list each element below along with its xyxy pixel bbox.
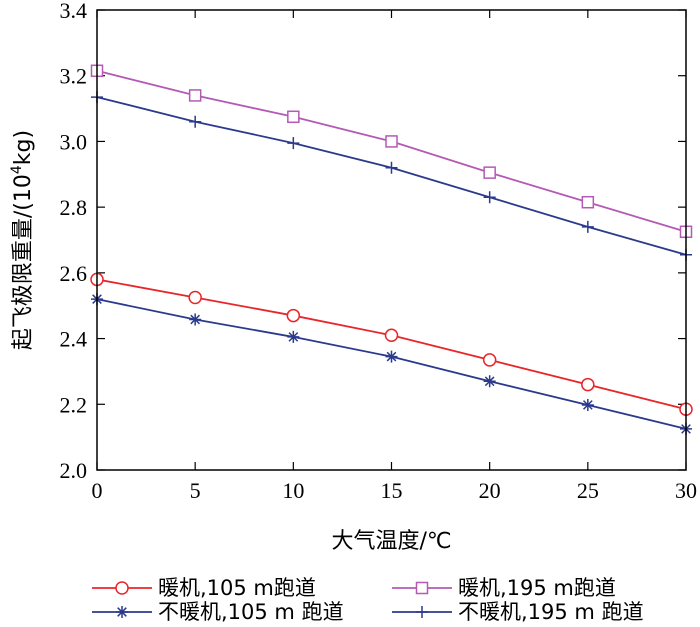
data-point-circle [384,328,399,343]
data-point-asterisk [483,375,496,388]
data-point-plus [385,161,398,174]
data-point-asterisk [189,313,202,326]
x-tick-label: 15 [381,478,403,503]
series-2 [90,64,693,239]
y-tick-label: 3.4 [60,0,88,23]
series-3 [91,293,692,435]
data-point-square [385,135,398,148]
data-point-square [287,110,300,124]
data-point-plus [581,220,594,233]
legend-label: 暖机,105 m跑道 [158,576,316,600]
plot-frame [96,9,687,471]
data-point-square [483,166,496,179]
legend-item: 暖机,195 m跑道 [392,576,616,600]
data-point-square [415,581,429,595]
data-point-plus [416,606,428,618]
data-point-circle [115,581,129,595]
series-4 [91,91,692,261]
series-line [96,96,687,256]
series-line [96,278,687,411]
data-point-circle [581,377,595,392]
data-point-asterisk [385,350,398,363]
x-tick-label: 5 [190,478,201,503]
legend-item: 不暖机,195 m 跑道 [392,600,644,624]
series-1 [90,272,693,416]
x-tick-label: 30 [675,478,697,503]
y-tick-label: 2.8 [60,195,88,220]
legend-item: 不暖机,105 m 跑道 [92,600,344,624]
data-point-plus [189,115,202,128]
x-tick-label: 25 [577,478,599,503]
y-tick-label: 2.6 [60,261,88,286]
data-point-square [581,195,595,209]
series-line [96,69,687,233]
x-tick-label: 20 [479,478,501,503]
data-point-circle [482,353,497,367]
y-tick-label: 3.0 [60,129,88,154]
x-tick-label: 10 [282,478,304,503]
y-axis-title-main: 起飞极限重量/(10 [11,174,36,350]
x-tick-label: 0 [92,478,103,503]
y-axis-title-unit: kg) [11,130,36,165]
legend-label: 不暖机,195 m 跑道 [458,600,644,624]
data-point-square [188,89,202,102]
data-point-asterisk [116,606,128,618]
data-point-plus [483,191,496,204]
x-axis-title: 大气温度/℃ [331,529,451,554]
legend-item: 暖机,105 m跑道 [92,576,316,600]
y-tick-label: 2.0 [60,458,88,483]
series-line [96,298,687,430]
y-axis-title-exponent: 4 [9,165,25,174]
y-tick-label: 2.2 [60,392,88,417]
y-tick-label: 3.2 [60,64,88,89]
data-point-asterisk [581,398,594,411]
data-point-circle [188,290,202,305]
legend-label: 暖机,195 m跑道 [458,576,616,600]
y-tick-label: 2.4 [60,327,88,352]
data-point-plus [287,137,300,150]
data-point-asterisk [287,330,300,343]
y-axis-title: 起飞极限重量/(104kg) [9,130,36,350]
legend-label: 不暖机,105 m 跑道 [158,600,344,624]
data-point-circle [286,308,301,323]
